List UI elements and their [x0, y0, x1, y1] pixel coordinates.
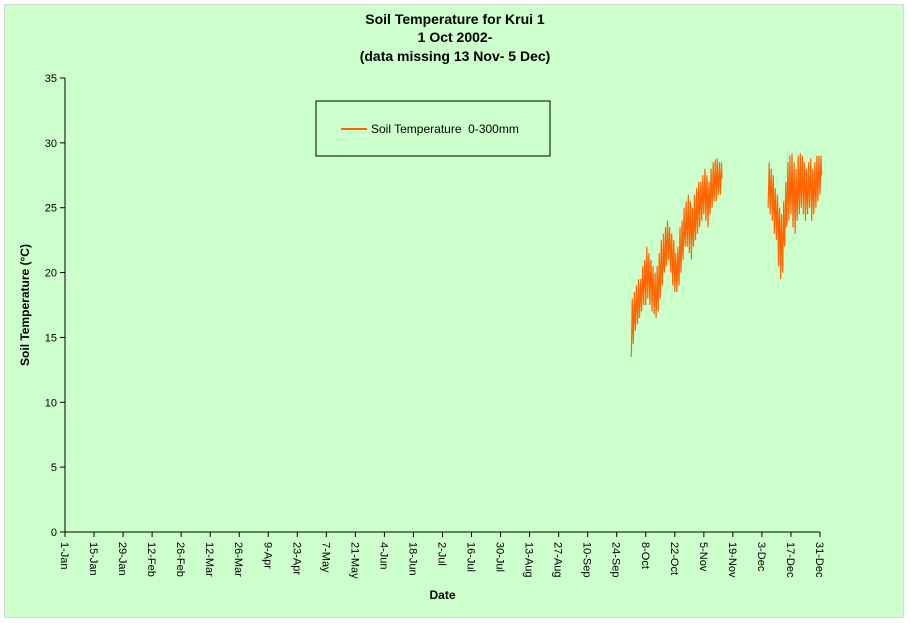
- x-tick-label: 16-Jul: [465, 542, 477, 572]
- x-axis-label: Date: [429, 588, 455, 602]
- x-tick-label: 29-Jan: [116, 542, 128, 576]
- y-tick-label: 30: [45, 138, 57, 150]
- chart-svg: Soil Temperature for Krui 1 1 Oct 2002- …: [18, 11, 825, 602]
- x-tick-label: 22-Oct: [668, 542, 680, 575]
- x-tick-label: 1-Jan: [58, 542, 70, 570]
- x-tick-label: 27-Aug: [552, 542, 564, 577]
- legend-box: [315, 100, 551, 157]
- x-tick-label: 17-Dec: [784, 542, 796, 578]
- x-tick-label: 13-Aug: [523, 542, 535, 577]
- y-tick-label: 20: [45, 268, 57, 280]
- x-tick-label: 21-May: [348, 542, 360, 579]
- x-tick-label: 31-Dec: [813, 542, 825, 578]
- x-tick-label: 26-Feb: [174, 542, 186, 577]
- plot-area: [64, 78, 823, 533]
- y-tick-label: 0: [51, 527, 57, 539]
- x-axis: 1-Jan 15-Jan 29-Jan 12-Feb 26-Feb 12-Mar 26-Ma…: [58, 532, 825, 579]
- x-tick-label: 3-Dec: [755, 542, 767, 572]
- x-tick-label: 2-Jul: [436, 542, 448, 566]
- x-tick-label: 18-Jun: [406, 542, 418, 576]
- title-line-2: 1 Oct 2002-: [418, 29, 493, 45]
- x-tick-label: 5-Nov: [697, 542, 709, 572]
- legend: Soil Temperature 0-300mm: [315, 100, 551, 157]
- x-tick-label: 7-May: [319, 542, 331, 573]
- y-axis: 0 5 10 15 20 25 30 35: [45, 73, 65, 539]
- y-tick-label: 35: [45, 73, 57, 85]
- series-line-1-segment-2: [767, 153, 823, 280]
- x-tick-label: 30-Jul: [494, 542, 506, 572]
- legend-label: Soil Temperature 0-300mm: [371, 122, 519, 136]
- x-tick-label: 24-Sep: [610, 542, 622, 577]
- x-tick-label: 9-Apr: [261, 542, 273, 569]
- title-line-3: (data missing 13 Nov- 5 Dec): [360, 48, 551, 64]
- chart-title: Soil Temperature for Krui 1 1 Oct 2002- …: [360, 11, 551, 64]
- chart-area: Soil Temperature for Krui 1 1 Oct 2002- …: [4, 4, 904, 618]
- x-tick-label: 19-Nov: [726, 542, 738, 578]
- x-tick-label: 10-Sep: [581, 542, 593, 577]
- y-tick-label: 15: [45, 332, 57, 344]
- x-tick-label: 4-Jun: [377, 542, 389, 570]
- y-tick-label: 5: [51, 462, 57, 474]
- y-tick-label: 25: [45, 203, 57, 215]
- x-tick-label: 12-Mar: [203, 542, 215, 577]
- x-tick-label: 23-Apr: [290, 542, 302, 575]
- y-axis-label: Soil Temperature (°C): [18, 244, 32, 366]
- x-tick-label: 12-Feb: [145, 542, 157, 577]
- x-tick-label: 15-Jan: [87, 542, 99, 576]
- x-tick-label: 8-Oct: [639, 542, 651, 569]
- y-tick-label: 10: [45, 397, 57, 409]
- x-tick-label: 26-Mar: [232, 542, 244, 577]
- title-line-1: Soil Temperature for Krui 1: [365, 11, 545, 27]
- series-line-1-segment-1: [630, 158, 723, 357]
